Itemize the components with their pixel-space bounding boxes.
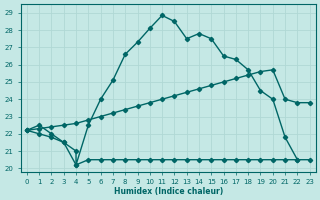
X-axis label: Humidex (Indice chaleur): Humidex (Indice chaleur) [114, 187, 223, 196]
